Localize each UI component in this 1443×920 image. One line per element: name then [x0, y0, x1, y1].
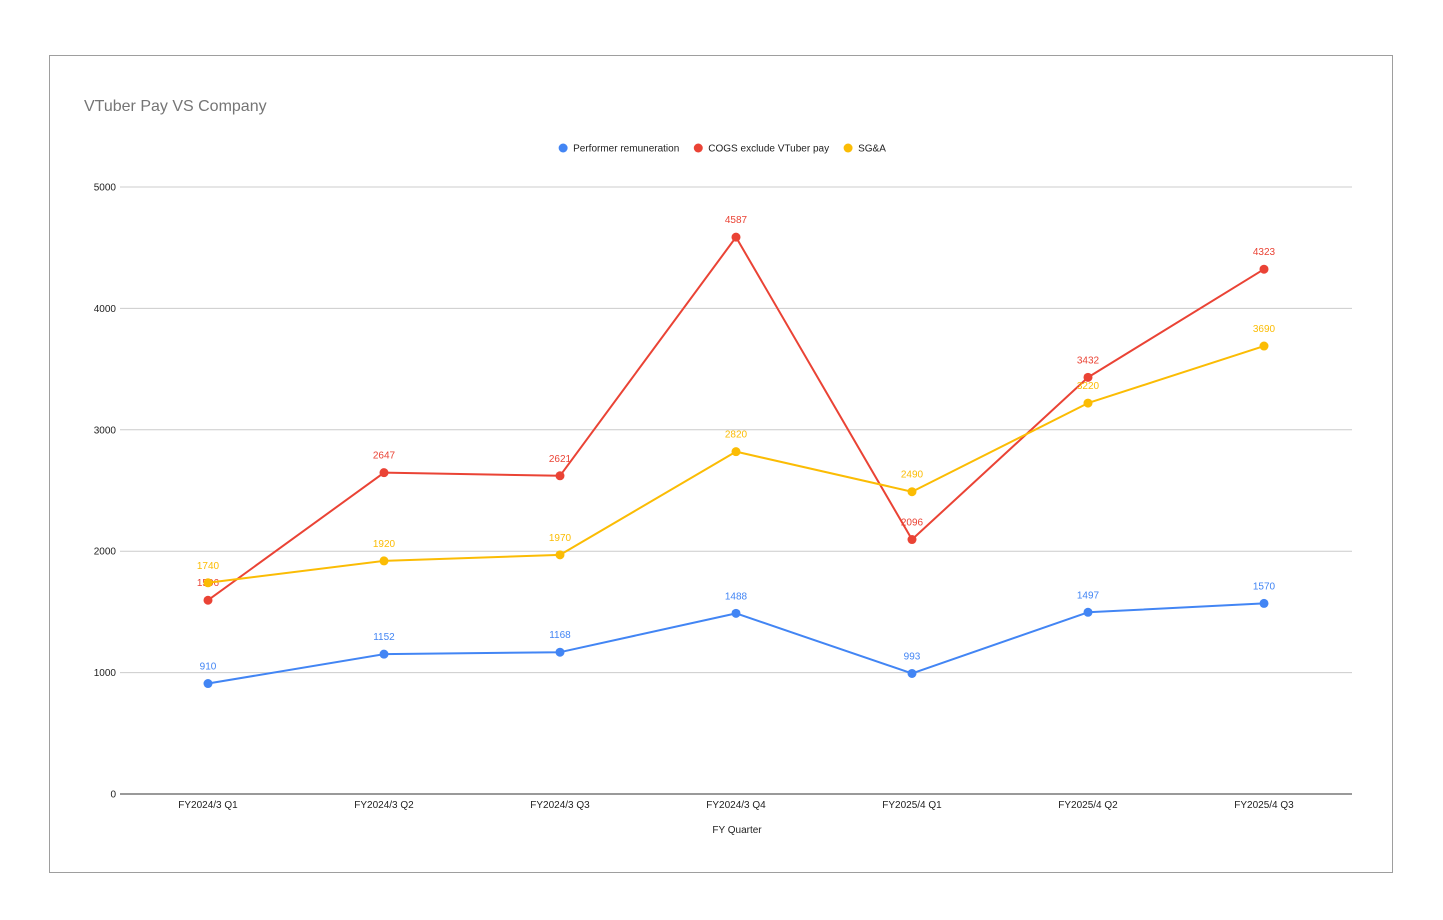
legend-marker-1 [693, 143, 703, 153]
data-label: 1920 [373, 539, 396, 550]
y-tick-label: 5000 [94, 183, 117, 194]
series-line [207, 236, 1265, 602]
data-point [203, 679, 213, 689]
data-label: 1488 [725, 591, 748, 602]
x-tick-label: FY2025/4 Q1 [882, 800, 942, 811]
data-label: 3690 [1253, 324, 1276, 335]
legend-label: Performer remuneration [573, 144, 679, 155]
data-label: 1152 [373, 632, 395, 643]
x-tick-label: FY2024/3 Q4 [706, 800, 766, 811]
data-label: 4587 [725, 215, 748, 226]
data-label: 993 [904, 651, 921, 662]
data-label: 3220 [1077, 381, 1100, 392]
chart-frame: VTuber Pay VS Company 0 1000 2000 3000 4000 5… [49, 55, 1393, 873]
data-label: 2621 [549, 454, 572, 465]
data-point [907, 487, 917, 497]
data-point [379, 556, 389, 566]
data-label: 2820 [725, 430, 748, 441]
data-point [555, 471, 565, 481]
series-0: 910 1152 1168 1488 993 1497 1570 [200, 581, 1276, 689]
grid-lines [120, 186, 1352, 674]
data-point [1083, 398, 1093, 408]
data-point [203, 595, 213, 605]
data-point [907, 535, 917, 545]
data-label: 4323 [1253, 247, 1276, 258]
data-label: 2647 [373, 451, 396, 462]
data-point [731, 608, 741, 618]
chart-title: VTuber Pay VS Company [84, 98, 267, 115]
data-label: 2096 [901, 518, 924, 529]
data-point [555, 647, 565, 657]
data-point [1259, 598, 1269, 608]
x-axis-title: FY Quarter [712, 825, 762, 836]
series-line [207, 345, 1265, 584]
data-point [731, 232, 741, 242]
y-tick-label: 2000 [94, 547, 117, 558]
x-tick-label: FY2025/4 Q2 [1058, 800, 1118, 811]
y-tick-label: 0 [110, 790, 116, 801]
data-point [203, 578, 213, 588]
legend-label: SG&A [858, 144, 886, 155]
legend-label: COGS exclude VTuber pay [708, 144, 829, 155]
series-1: 1596264726214587209634324323 [197, 215, 1276, 605]
data-point [1259, 341, 1269, 351]
data-label: 1970 [549, 533, 572, 544]
data-point [907, 668, 917, 678]
legend-marker-2 [843, 143, 853, 153]
x-tick-label: FY2024/3 Q3 [530, 800, 590, 811]
data-label: 1570 [1253, 581, 1276, 592]
y-tick-label: 1000 [94, 668, 117, 679]
series-2: 1740 1920 1970 2820 2490 3220 3690 [197, 324, 1276, 588]
data-point [379, 649, 389, 659]
x-tick-label: FY2025/4 Q3 [1234, 800, 1294, 811]
legend-marker-0 [558, 143, 568, 153]
y-tick-label: 3000 [94, 425, 117, 436]
data-point [555, 550, 565, 560]
data-point [1083, 607, 1093, 617]
data-point [379, 468, 389, 478]
data-label: 3432 [1077, 355, 1100, 366]
data-point [1259, 264, 1269, 274]
x-tick-label: FY2024/3 Q1 [178, 800, 238, 811]
axes: 0 1000 2000 3000 4000 5000 FY2024/3 Q1 FY2024/3… [94, 183, 1352, 811]
series: 9101152116814889931497157015962647262145… [197, 215, 1276, 689]
x-tick-label: FY2024/3 Q2 [354, 800, 414, 811]
data-label: 910 [200, 662, 217, 673]
data-label: 1497 [1077, 590, 1100, 601]
data-label: 1168 [549, 630, 571, 641]
data-point [1083, 372, 1093, 382]
y-tick-label: 4000 [94, 304, 117, 315]
legend: Performer remuneration COGS exclude VTube… [558, 143, 886, 155]
data-label: 2490 [901, 470, 924, 481]
line-chart: VTuber Pay VS Company 0 1000 2000 3000 4000 5… [84, 98, 1352, 836]
data-label: 1740 [197, 561, 220, 572]
data-point [731, 447, 741, 457]
